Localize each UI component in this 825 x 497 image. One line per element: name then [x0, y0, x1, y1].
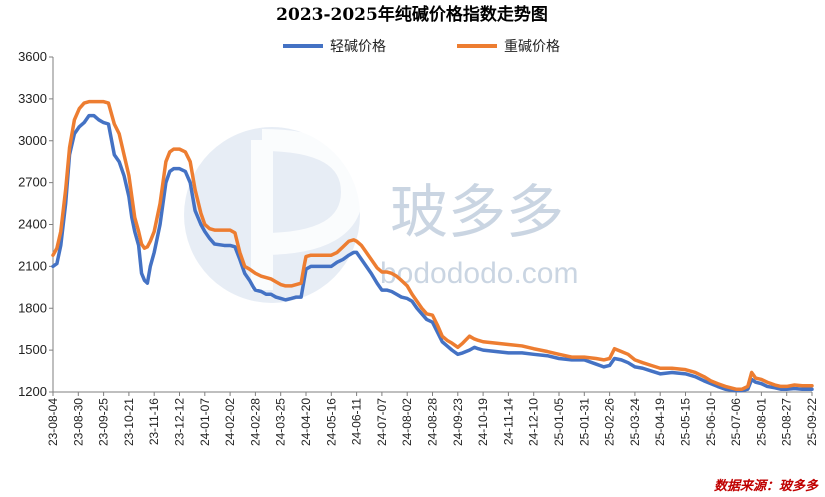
x-tick-label: 24-03-25 — [274, 398, 288, 446]
x-tick-label: 25-02-26 — [603, 398, 617, 446]
watermark: 玻多多 bodododo.com — [184, 127, 579, 303]
x-tick-label: 23-12-12 — [173, 398, 187, 446]
x-tick-label: 25-08-27 — [780, 398, 794, 446]
x-tick-label: 23-08-30 — [71, 398, 85, 446]
x-tick-label: 25-01-31 — [577, 398, 591, 446]
chart-title: 2023-2025年纯碱价格指数走势图 — [276, 4, 548, 25]
x-tick-label: 25-05-15 — [679, 398, 693, 446]
x-axis-ticks: 23-08-04 23-08-30 23-09-25 23-10-21 23-11-16… — [46, 392, 819, 446]
y-tick-label: 3600 — [18, 49, 47, 64]
x-tick-label: 25-03-24 — [628, 398, 642, 446]
y-tick-label: 1800 — [18, 300, 47, 315]
series-line-light-soda — [51, 113, 814, 393]
y-tick-label: 1200 — [18, 384, 47, 399]
x-tick-label: 24-02-02 — [223, 398, 237, 446]
y-axis-ticks: 1200 1500 1800 2100 2400 2700 3000 3300 3600 — [18, 49, 53, 399]
y-tick-label: 3000 — [18, 133, 47, 148]
x-tick-label: 24-09-23 — [451, 398, 465, 446]
x-tick-label: 24-08-28 — [426, 398, 440, 446]
x-tick-label: 24-02-28 — [248, 398, 262, 446]
series-layer — [51, 99, 814, 393]
x-tick-label: 24-04-20 — [299, 398, 313, 446]
x-tick-label: 24-05-16 — [324, 398, 338, 446]
x-tick-label: 25-04-19 — [653, 398, 667, 446]
x-tick-label: 24-12-10 — [527, 398, 541, 446]
x-tick-label: 24-08-02 — [400, 398, 414, 446]
x-tick-label: 25-08-01 — [754, 398, 768, 446]
x-tick-label: 25-06-10 — [704, 398, 718, 446]
y-tick-label: 3300 — [18, 91, 47, 106]
x-tick-label: 24-01-07 — [198, 398, 212, 446]
x-tick-label: 24-10-19 — [476, 398, 490, 446]
legend: 轻碱价格 重碱价格 — [283, 39, 560, 55]
series-line-dense-soda — [51, 99, 814, 391]
y-tick-label: 2400 — [18, 217, 47, 232]
watermark-logo-letter — [251, 129, 364, 290]
x-tick-label: 23-11-16 — [147, 398, 161, 445]
data-source-note: 数据来源：玻多多 — [714, 478, 819, 494]
x-tick-label: 23-10-21 — [122, 398, 136, 446]
x-tick-label: 24-11-14 — [501, 398, 515, 445]
x-tick-label: 24-07-07 — [375, 398, 389, 446]
x-tick-label: 23-09-25 — [97, 398, 111, 446]
y-tick-label: 2100 — [18, 258, 47, 273]
watermark-brand-text: 玻多多 — [390, 178, 564, 246]
legend-label-light-soda: 轻碱价格 — [330, 39, 386, 55]
watermark-url-text: bodododo.com — [380, 257, 579, 290]
x-tick-label: 25-09-22 — [805, 398, 819, 446]
x-tick-label: 25-07-06 — [729, 398, 743, 446]
y-tick-label: 2700 — [18, 175, 47, 190]
x-tick-label: 24-06-11 — [350, 398, 364, 445]
x-tick-label: 23-08-04 — [46, 398, 60, 446]
y-tick-label: 1500 — [18, 342, 47, 357]
x-tick-label: 25-01-05 — [552, 398, 566, 446]
legend-label-dense-soda: 重碱价格 — [504, 39, 560, 55]
